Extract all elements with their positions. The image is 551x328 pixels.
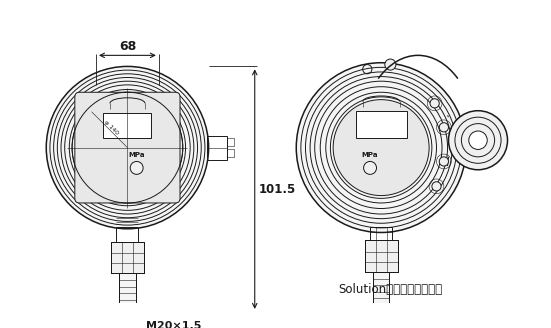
Bar (365, 240, 398, 272)
Text: 101.5: 101.5 (258, 183, 296, 195)
Bar (227, 150, 234, 157)
Text: Solution中国技术服务中心: Solution中国技术服务中心 (338, 283, 442, 296)
Bar (119, 273, 136, 309)
Bar (117, 307, 138, 312)
Circle shape (364, 161, 376, 174)
Bar (371, 306, 391, 311)
Text: φ 140: φ 140 (102, 119, 119, 135)
Circle shape (46, 67, 209, 229)
Bar (227, 138, 234, 146)
Bar (356, 111, 407, 138)
Bar (111, 242, 144, 273)
Circle shape (296, 63, 466, 233)
Circle shape (130, 161, 143, 174)
Text: MPa: MPa (128, 152, 145, 158)
Text: MPa: MPa (362, 152, 379, 158)
Bar (373, 272, 390, 307)
Bar (117, 307, 138, 312)
Circle shape (385, 59, 396, 70)
Circle shape (439, 123, 449, 132)
Circle shape (439, 157, 449, 166)
Circle shape (469, 131, 487, 150)
FancyBboxPatch shape (75, 92, 180, 203)
Bar (111, 242, 144, 273)
Bar (104, 113, 152, 138)
Text: M20×1.5: M20×1.5 (146, 321, 201, 328)
Bar (373, 272, 390, 307)
Circle shape (333, 100, 429, 195)
Text: 68: 68 (119, 40, 136, 52)
Circle shape (430, 99, 439, 108)
Bar (365, 240, 398, 272)
Circle shape (72, 92, 183, 203)
Bar (119, 273, 136, 309)
Bar (371, 306, 391, 311)
Circle shape (449, 111, 507, 170)
Bar (207, 135, 227, 160)
Circle shape (432, 182, 441, 191)
